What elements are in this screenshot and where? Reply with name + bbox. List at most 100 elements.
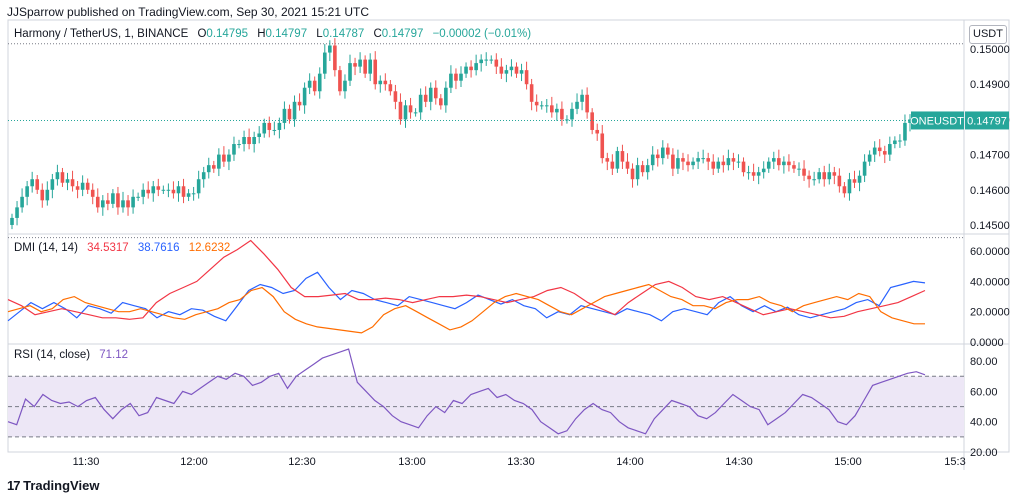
candle-body	[257, 133, 262, 137]
candle-body	[393, 91, 398, 102]
ohlc-open-value: 0.14795	[206, 28, 248, 40]
candle-body	[610, 161, 615, 169]
candle-body	[600, 133, 605, 159]
candle-body	[671, 154, 675, 169]
x-tick-label: 14:30	[725, 456, 753, 468]
candle-body	[232, 144, 236, 155]
candle-body	[131, 196, 135, 208]
candle-body	[116, 193, 120, 208]
chart-frame	[7, 19, 1010, 453]
price-tick-label: 0.14900	[970, 79, 1010, 91]
candle-body	[237, 144, 241, 146]
candle-body	[585, 94, 589, 113]
candle-body	[761, 168, 766, 173]
candle-body	[882, 151, 887, 155]
dmi-title[interactable]: DMI (14, 14)	[14, 242, 78, 254]
candle-body	[560, 108, 564, 120]
candle-body	[544, 105, 549, 107]
candle-body	[908, 119, 912, 123]
candle-body	[348, 63, 352, 81]
candle-body	[580, 94, 584, 102]
candle-body	[186, 193, 191, 197]
ohlc-open-label: O	[197, 28, 207, 40]
candle-body	[903, 122, 907, 141]
candle-body	[514, 66, 519, 74]
candle-body	[161, 189, 166, 191]
candle-body	[731, 158, 736, 162]
candle-body	[196, 179, 201, 194]
dmi-adx-value: 12.6232	[188, 242, 231, 254]
candle-body	[363, 59, 367, 74]
candle-body	[459, 73, 463, 81]
candle-body	[837, 175, 842, 187]
candle-body	[555, 108, 559, 113]
dmi-series-line	[7, 239, 926, 320]
price-tick-label: 0.14700	[970, 150, 1010, 162]
rsi-tick-label: 40.00	[970, 417, 998, 429]
candle-body	[247, 137, 251, 145]
candle-body	[201, 172, 206, 180]
candle-body	[822, 172, 827, 180]
candle-body	[464, 66, 468, 74]
candle-body	[398, 101, 403, 120]
candle-body	[565, 119, 569, 121]
candle-body	[388, 84, 393, 92]
candle-body	[766, 161, 771, 169]
candle-body	[423, 94, 428, 102]
candle-body	[191, 193, 196, 195]
candle-body	[716, 161, 721, 169]
candle-body	[433, 87, 438, 99]
candle-body	[70, 179, 75, 187]
candle-body	[444, 87, 448, 106]
footer-brand[interactable]: 17 TradingView	[7, 478, 99, 493]
candle-body	[509, 66, 514, 71]
candle-body	[90, 189, 95, 197]
candle-body	[474, 63, 478, 71]
symbol-tag	[911, 111, 964, 130]
rsi-series-line	[7, 348, 926, 435]
candle-body	[328, 45, 332, 53]
candle-body	[277, 122, 282, 130]
candle-body	[439, 98, 443, 106]
candle-body	[570, 108, 574, 120]
rsi-tick-label: 80.00	[970, 356, 998, 368]
rsi-legend: RSI (14, close) 71.12	[14, 349, 128, 361]
candle-body	[681, 158, 685, 162]
candle-body	[701, 158, 705, 160]
candle-body	[787, 161, 791, 166]
candle-body	[590, 112, 594, 130]
candle-body	[25, 186, 29, 197]
x-tick-label: 12:30	[288, 456, 316, 468]
candle-body	[640, 165, 645, 173]
candle-body	[333, 45, 337, 71]
candle-body	[691, 161, 695, 166]
rsi-title[interactable]: RSI (14, close)	[14, 349, 91, 361]
candle-body	[428, 87, 433, 102]
candle-body	[867, 154, 872, 162]
candle-body	[741, 161, 746, 173]
candle-body	[15, 207, 19, 218]
candle-body	[539, 105, 544, 107]
candle-body	[378, 80, 383, 85]
tradingview-logo-icon: 17	[7, 478, 21, 493]
candle-body	[660, 147, 665, 159]
main-legend: Harmony / TetherUS, 1, BINANCE O0.14795 …	[14, 28, 531, 40]
symbol-title[interactable]: Harmony / TetherUS, 1, BINANCE	[14, 28, 189, 40]
candle-body	[136, 196, 140, 198]
candle-body	[126, 200, 130, 208]
candle-body	[50, 179, 55, 190]
candle-body	[746, 172, 751, 174]
x-tick-label: 15:3	[944, 456, 965, 468]
candle-body	[812, 179, 816, 181]
footer-brand-label: TradingView	[23, 478, 100, 493]
ohlc-change: −0.00002 (−0.01%)	[432, 28, 532, 40]
dmi-minus-value: 34.5317	[87, 242, 129, 254]
candle-body	[85, 182, 90, 190]
dmi-series-line	[7, 271, 926, 322]
currency-selector[interactable]: USDT	[969, 25, 1007, 44]
candle-body	[877, 147, 882, 152]
ohlc-low-value: 0.14787	[322, 28, 365, 40]
price-tick-label: 0.15000	[970, 44, 1010, 56]
candle-body	[418, 94, 423, 113]
